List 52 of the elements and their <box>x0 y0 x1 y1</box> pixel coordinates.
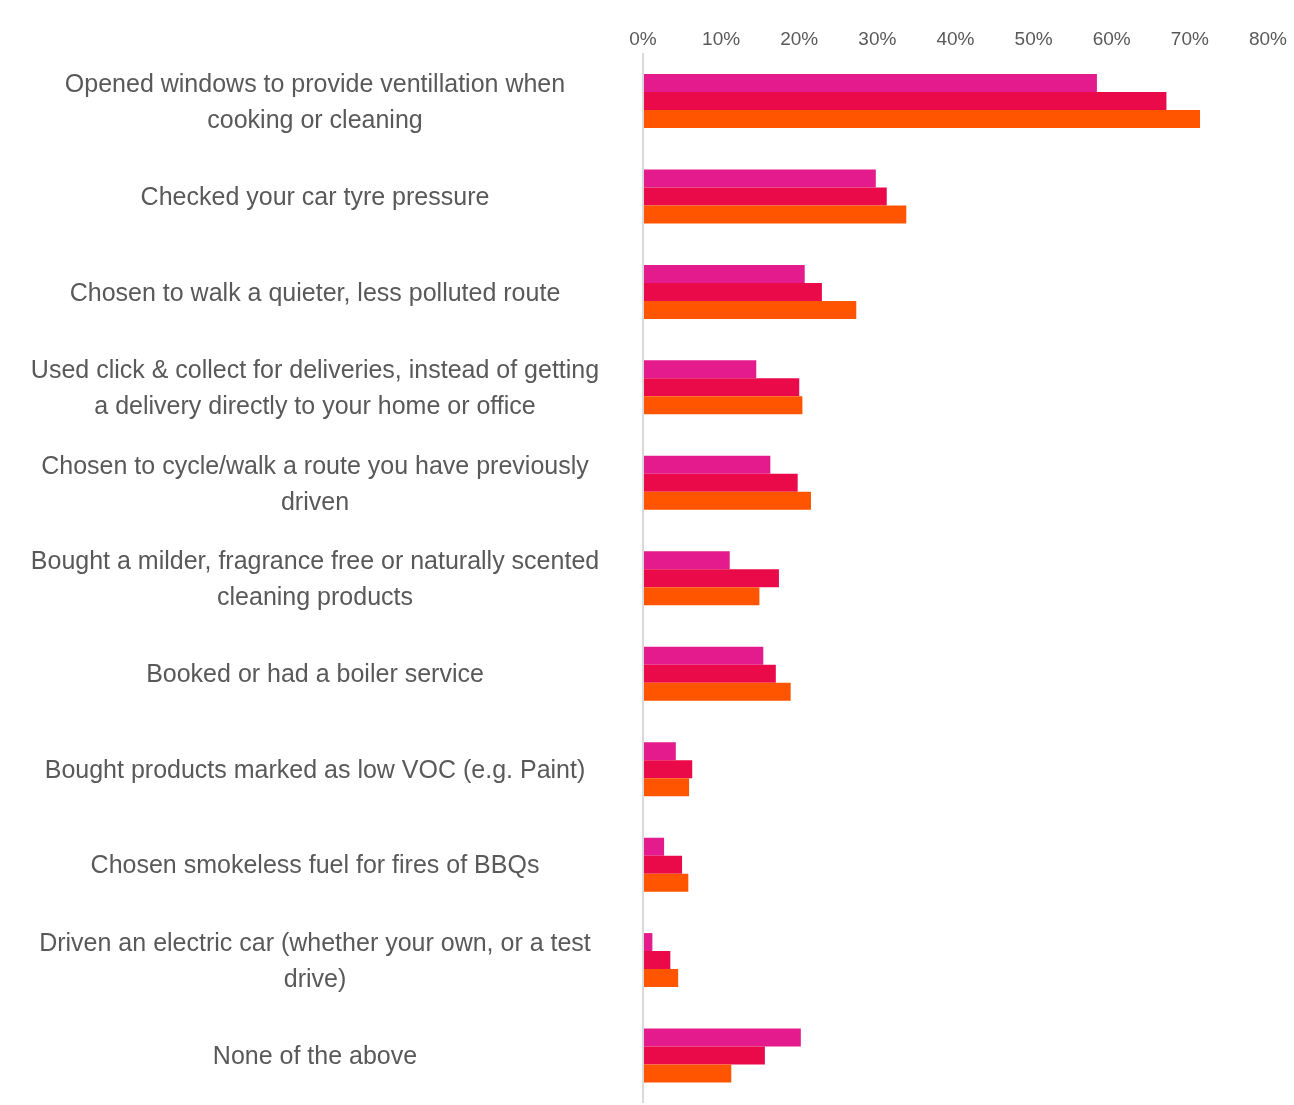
bar <box>643 760 693 779</box>
bar <box>643 873 689 892</box>
x-tick-label: 40% <box>936 28 975 49</box>
bar <box>643 110 1201 128</box>
bar <box>643 491 811 510</box>
x-tick-label: 20% <box>780 28 819 49</box>
y-tick-label: None of the above <box>212 1041 418 1070</box>
bar <box>643 1064 732 1083</box>
bar <box>643 778 690 797</box>
y-tick-label: Opened windows to provide ventillation when cooking or cleaning <box>64 68 566 133</box>
bar <box>643 282 822 301</box>
x-tick-label: 70% <box>1170 28 1209 49</box>
bar <box>643 264 805 283</box>
bar <box>643 664 776 683</box>
bar <box>643 569 779 588</box>
bar <box>643 92 1167 110</box>
y-tick-label: Chosen to walk a quieter, less polluted route <box>69 277 561 306</box>
bar <box>643 742 676 761</box>
bar <box>643 951 671 970</box>
bar <box>643 646 764 665</box>
x-tick-label: 30% <box>858 28 897 49</box>
x-tick-label: 80% <box>1248 28 1288 49</box>
bar <box>643 360 757 379</box>
bar <box>643 587 760 606</box>
bar <box>643 473 798 492</box>
bar <box>643 1028 801 1047</box>
x-tick-label: 10% <box>702 28 741 49</box>
bar <box>643 300 857 319</box>
bar <box>643 682 791 701</box>
y-tick-label: Driven an electric car (whether your own, or a test drive) <box>39 927 591 992</box>
bar <box>643 455 771 474</box>
y-tick-label: Checked your car tyre pressure <box>140 182 490 211</box>
bar <box>643 74 1097 92</box>
bar <box>643 378 800 397</box>
bar <box>643 855 683 874</box>
bar <box>643 1046 765 1065</box>
y-tick-label: Booked or had a boiler service <box>146 659 484 688</box>
bar <box>643 169 876 188</box>
bar <box>643 396 803 415</box>
y-tick-label: Chosen smokeless fuel for fires of BBQs <box>90 850 540 879</box>
y-tick-label: Bought a milder, fragrance free or naturally scented cleaning products <box>30 546 600 610</box>
y-tick-label: Used click & collect for deliveries, instead of getting a delivery directly to your home or office <box>30 355 600 420</box>
bar <box>643 551 730 570</box>
x-tick-label: 0% <box>629 28 657 49</box>
bar <box>643 969 679 988</box>
bar <box>643 205 907 224</box>
bar <box>643 837 665 856</box>
x-tick-label: 50% <box>1014 28 1053 49</box>
y-tick-label: Chosen to cycle/walk a route you have previously driven <box>41 450 590 515</box>
bar <box>643 187 887 206</box>
y-tick-label: Bought products marked as low VOC (e.g. Paint) <box>44 754 586 783</box>
x-tick-label: 60% <box>1092 28 1131 49</box>
